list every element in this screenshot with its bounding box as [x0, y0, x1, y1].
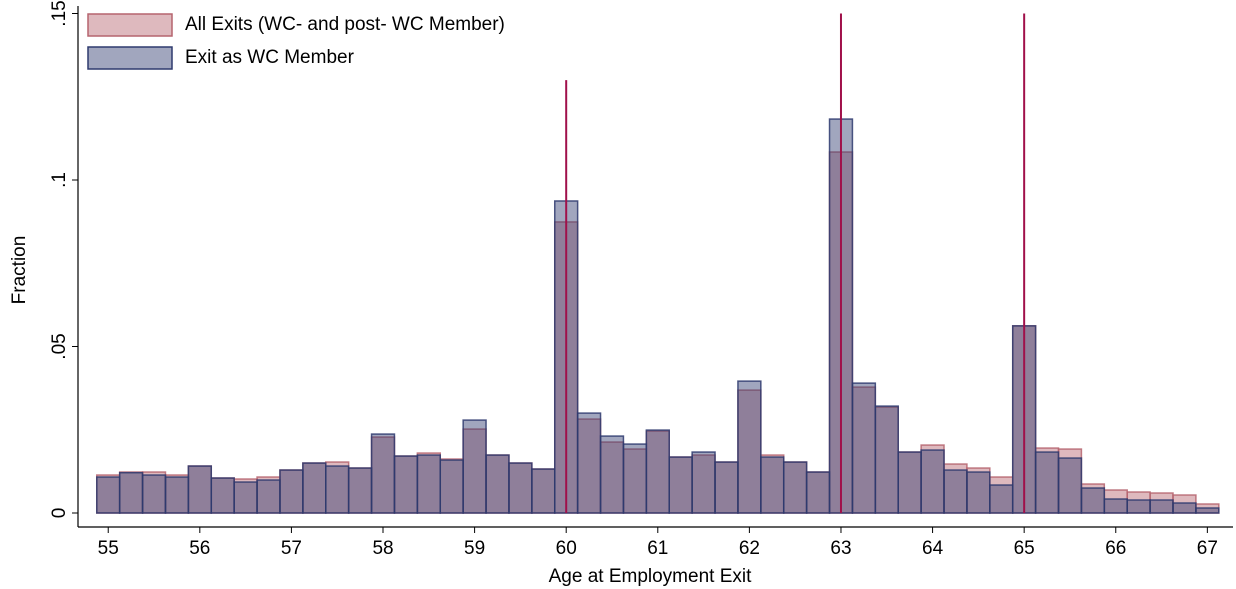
x-tick-label: 58	[372, 538, 393, 559]
bar	[760, 456, 785, 514]
bar	[164, 476, 190, 514]
y-tick-label: .05	[49, 333, 70, 359]
x-tick-label: 64	[922, 538, 944, 559]
bar	[668, 456, 693, 514]
bar	[141, 474, 167, 514]
y-tick-label: 0	[49, 508, 70, 519]
y-tick-label: .15	[49, 0, 70, 26]
bar	[920, 449, 945, 514]
x-tick-label: 55	[98, 538, 119, 559]
legend-swatch	[87, 13, 173, 37]
bar	[622, 443, 648, 514]
bar	[439, 459, 464, 514]
x-tick-label: 67	[1197, 538, 1218, 559]
bar	[805, 471, 831, 514]
bar	[462, 419, 487, 514]
bar	[989, 484, 1014, 514]
bar	[1172, 502, 1197, 514]
legend-label: All Exits (WC- and post- WC Member)	[185, 14, 505, 35]
bar	[599, 435, 625, 514]
legend-swatch	[87, 46, 173, 70]
bar	[1126, 499, 1151, 514]
y-axis-label: Fraction	[9, 236, 30, 305]
bar	[96, 476, 121, 514]
bar	[347, 467, 373, 514]
bar	[508, 462, 533, 514]
x-tick-label: 63	[830, 538, 851, 559]
bar	[256, 479, 281, 514]
bar	[302, 462, 327, 514]
bar	[782, 461, 808, 514]
bar	[233, 481, 258, 514]
bar	[851, 382, 877, 514]
x-tick-label: 56	[189, 538, 210, 559]
bar	[279, 469, 304, 514]
bar	[943, 469, 968, 514]
bar	[1195, 507, 1220, 514]
bar	[1149, 499, 1174, 514]
bar	[645, 429, 670, 514]
bar	[1034, 451, 1060, 514]
bar	[897, 451, 922, 514]
legend-label: Exit as WC Member	[185, 47, 355, 68]
bar	[325, 465, 350, 514]
bar	[1103, 498, 1128, 514]
bar	[691, 451, 716, 514]
y-tick-label: .1	[49, 172, 70, 188]
x-axis-label: Age at Employment Exit	[549, 566, 752, 587]
x-tick-label: 59	[464, 538, 485, 559]
x-tick-label: 66	[1105, 538, 1126, 559]
bar	[393, 455, 419, 514]
bar	[874, 405, 899, 514]
bar	[737, 380, 762, 514]
bar	[1080, 487, 1106, 514]
bar	[210, 477, 235, 514]
bar	[531, 468, 556, 514]
bar	[187, 465, 213, 514]
bar	[576, 412, 602, 514]
bar	[416, 454, 442, 514]
bar	[118, 471, 144, 514]
bar	[485, 454, 510, 514]
bar	[1057, 457, 1083, 514]
bar	[714, 461, 739, 514]
bar	[966, 471, 991, 514]
bar	[370, 433, 396, 514]
x-tick-label: 61	[647, 538, 668, 559]
x-tick-label: 57	[281, 538, 302, 559]
x-tick-label: 62	[739, 538, 760, 559]
x-tick-label: 65	[1014, 538, 1035, 559]
x-tick-label: 60	[556, 538, 577, 559]
